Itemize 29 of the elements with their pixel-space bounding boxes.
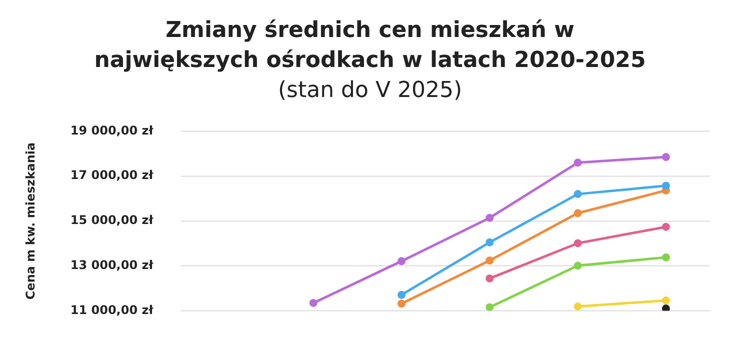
- point: [574, 190, 582, 198]
- point: [486, 238, 494, 246]
- chart-subtitle: (stan do V 2025): [278, 78, 462, 103]
- y-tick-label: 17 000,00 zł: [70, 168, 154, 182]
- point: [486, 256, 494, 265]
- point: [662, 253, 670, 262]
- point: [486, 303, 494, 311]
- point: [574, 302, 582, 311]
- chart-title: Zmiany średnich cen mieszkań w największych ośrodkach w latach 2020-2025: [94, 18, 646, 73]
- y-tick-label: 11 000,00 zł: [70, 302, 154, 317]
- point: [662, 222, 670, 231]
- point: [398, 290, 406, 299]
- point: [574, 262, 582, 270]
- point: [574, 239, 582, 248]
- y-tick-label: 13 000,00 zł: [70, 258, 154, 272]
- point: [574, 209, 582, 218]
- point: [398, 257, 406, 266]
- point: [662, 304, 670, 311]
- y-tick-label: 15 000,00 zł: [70, 213, 154, 228]
- point: [309, 298, 318, 307]
- point: [662, 296, 670, 304]
- y-tick-label: 19 000,00 zł: [70, 123, 154, 138]
- point: [662, 182, 670, 190]
- point: [574, 158, 582, 167]
- y-axis-title: Cena m kw. mieszkania: [23, 142, 38, 300]
- point: [486, 274, 494, 282]
- point: [662, 153, 670, 162]
- point: [486, 214, 494, 222]
- point: [398, 300, 406, 308]
